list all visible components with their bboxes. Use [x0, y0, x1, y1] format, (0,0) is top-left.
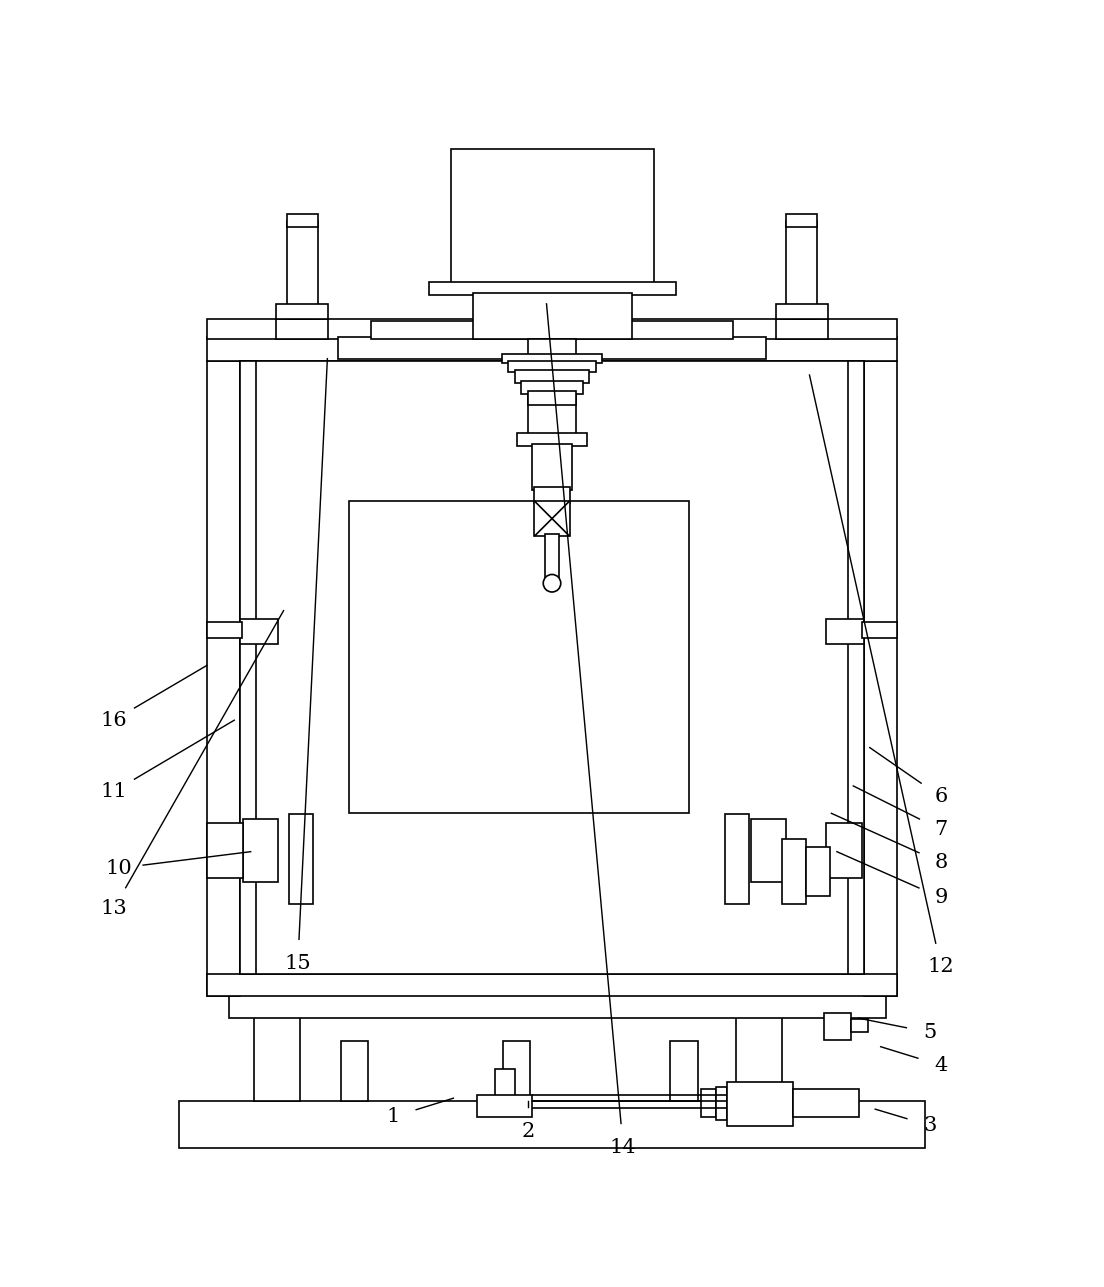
Bar [736, 1015, 782, 1102]
Text: 9: 9 [934, 888, 947, 907]
Bar [725, 815, 750, 905]
Bar [501, 354, 603, 363]
Bar [495, 1068, 514, 1102]
Bar [478, 1095, 532, 1117]
Bar [514, 369, 590, 382]
Bar [340, 1041, 368, 1102]
Text: 8: 8 [934, 853, 947, 873]
Bar [534, 486, 570, 503]
Bar [826, 619, 864, 644]
Bar [287, 214, 318, 227]
Bar [851, 1019, 868, 1032]
Bar [775, 319, 828, 338]
Bar [474, 293, 631, 338]
Bar [206, 622, 242, 638]
Bar [806, 847, 830, 896]
Bar [276, 304, 329, 319]
Bar [287, 220, 318, 319]
Bar [240, 360, 256, 974]
Bar [728, 1082, 793, 1126]
Text: 4: 4 [934, 1055, 947, 1075]
Bar [289, 815, 314, 905]
Text: 15: 15 [285, 954, 311, 973]
Bar [206, 824, 243, 878]
Bar [775, 304, 828, 319]
Bar [240, 619, 278, 644]
Bar [848, 360, 864, 974]
Bar [502, 1041, 530, 1102]
Bar [206, 319, 898, 338]
Bar [534, 501, 570, 537]
Bar [229, 994, 887, 1018]
Bar [521, 381, 583, 394]
Bar [528, 391, 576, 404]
Text: 13: 13 [100, 900, 127, 918]
Bar [545, 534, 559, 578]
Bar [532, 444, 572, 490]
Bar [371, 322, 733, 338]
Bar [793, 1089, 859, 1117]
Text: 7: 7 [934, 820, 947, 839]
Text: 12: 12 [927, 958, 954, 977]
Bar [752, 819, 786, 883]
Bar [180, 1102, 924, 1148]
Bar [826, 824, 862, 878]
Bar [240, 360, 864, 974]
Text: 1: 1 [386, 1107, 400, 1126]
Bar [701, 1089, 716, 1117]
Bar [206, 337, 898, 360]
Bar [517, 434, 587, 447]
Text: 3: 3 [923, 1116, 936, 1135]
Text: 6: 6 [934, 788, 947, 807]
Bar [824, 1013, 851, 1040]
Text: 5: 5 [923, 1023, 936, 1042]
Text: 2: 2 [521, 1121, 534, 1140]
Text: 11: 11 [100, 782, 127, 801]
Text: 14: 14 [609, 1138, 637, 1157]
Bar [452, 149, 654, 286]
Bar [254, 1015, 300, 1102]
Bar [338, 337, 766, 359]
Bar [862, 622, 898, 638]
Text: 16: 16 [100, 710, 127, 730]
Bar [782, 839, 806, 905]
Bar [786, 220, 817, 319]
Bar [716, 1088, 728, 1120]
Bar [429, 282, 676, 295]
Text: 10: 10 [106, 858, 132, 878]
Bar [206, 974, 898, 996]
Circle shape [543, 574, 561, 592]
Bar [864, 360, 898, 996]
Bar [276, 319, 329, 338]
Bar [508, 360, 596, 372]
Bar [243, 819, 278, 883]
Bar [528, 338, 576, 438]
Bar [206, 360, 240, 996]
Bar [349, 501, 689, 813]
Bar [786, 214, 817, 227]
Bar [670, 1041, 698, 1102]
